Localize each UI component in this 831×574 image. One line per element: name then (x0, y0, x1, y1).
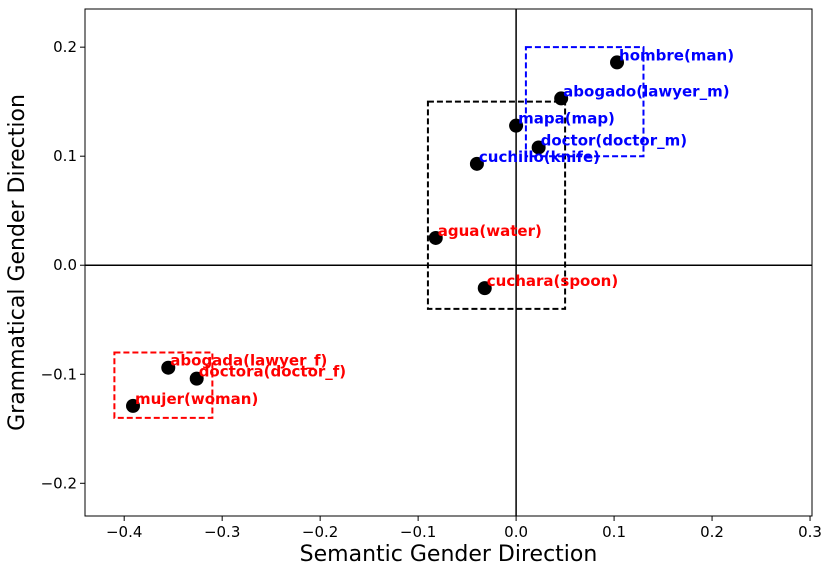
x-axis-ticks: −0.4 −0.3 −0.2 −0.1 0.0 0.1 0.2 0.3 (106, 516, 822, 541)
plot-frame (84, 8, 813, 517)
data-point (428, 230, 443, 245)
y-axis-label: Grammatical Gender Direction (5, 94, 30, 431)
highlight-box-0 (524, 46, 645, 158)
x-tick-label: −0.1 (400, 523, 436, 541)
highlight-box-1 (426, 100, 567, 310)
data-point (126, 398, 141, 413)
y-tick-label: 0.1 (53, 147, 77, 165)
y-tick-label: −0.2 (41, 474, 77, 492)
point-label: mujer(woman) (135, 390, 258, 408)
x-axis-label: Semantic Gender Direction (300, 542, 598, 567)
data-point (610, 55, 625, 70)
point-label: abogada(lawyer_f) (170, 352, 327, 370)
x-tick-label: −0.4 (106, 523, 142, 541)
x-tick-label: −0.2 (302, 523, 338, 541)
data-point (477, 281, 492, 296)
data-point (531, 140, 546, 155)
point-labels: hombre(man) abogado(lawyer_m) mapa(map) doc… (135, 46, 734, 407)
data-point (469, 156, 484, 171)
point-label: cuchara(spoon) (487, 272, 618, 290)
y-axis-ticks: −0.2 −0.1 0.0 0.1 0.2 (41, 38, 85, 492)
data-point (189, 371, 204, 386)
data-point (554, 91, 569, 106)
reference-lines (85, 9, 812, 516)
point-label: cuchillo(knife) (479, 148, 600, 166)
y-tick-label: 0.2 (53, 38, 77, 56)
x-tick-label: 0.0 (504, 523, 528, 541)
data-points (126, 55, 625, 413)
data-point (161, 360, 176, 375)
x-tick-label: 0.1 (602, 523, 626, 541)
y-tick-label: −0.1 (41, 365, 77, 383)
point-label: agua(water) (438, 222, 542, 240)
point-label: mapa(map) (518, 110, 615, 128)
point-label: doctor(doctor_m) (541, 131, 687, 149)
y-tick-label: 0.0 (53, 256, 77, 274)
point-label: doctora(doctor_f) (199, 363, 346, 381)
x-tick-label: 0.3 (798, 523, 822, 541)
point-label: hombre(man) (619, 46, 734, 64)
point-label: abogado(lawyer_m) (563, 82, 729, 100)
x-tick-label: −0.3 (204, 523, 240, 541)
highlight-box-2 (113, 351, 214, 419)
data-point (509, 118, 524, 133)
highlight-boxes (113, 46, 645, 419)
x-tick-label: 0.2 (700, 523, 724, 541)
